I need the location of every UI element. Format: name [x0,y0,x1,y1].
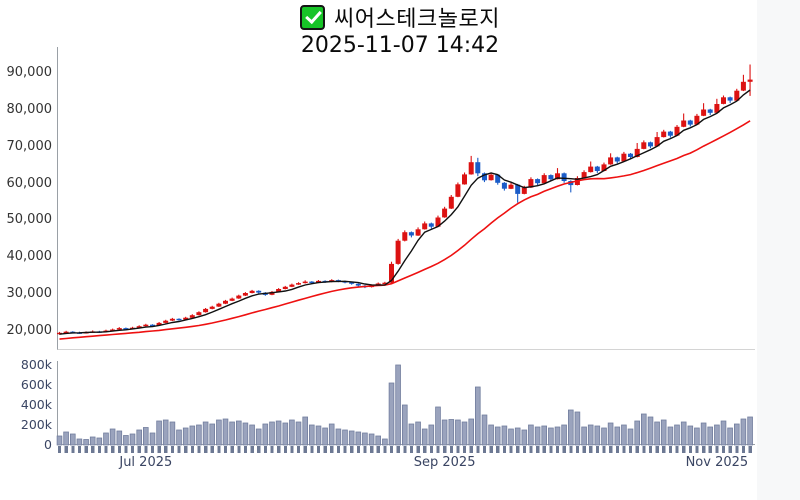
volume-axis-tick-label: 0 [44,437,52,452]
time-axis-tick-label: Jul 2025 [119,455,173,470]
price-axis-tick-label: 20,000 [6,323,53,338]
checked-checkbox-icon [300,4,326,30]
chart-datetime-subtitle: 2025-11-07 14:42 [300,33,500,58]
price-axis-tick-label: 50,000 [6,212,53,228]
volume-axis-tick-label: 400k [20,397,52,412]
volume-axis-tick-label: 800k [20,357,52,372]
price-axis-tick-label: 90,000 [6,65,53,80]
price-axis-tick-label: 30,000 [6,286,53,302]
volume-axis-tick-label: 600k [20,377,52,392]
title-line: 씨어스테크놀로지 [0,2,800,32]
time-axis-tick-band [58,446,755,453]
chart-header: 씨어스테크놀로지 2025-11-07 14:42 [0,2,800,58]
price-axis-tick-label: 60,000 [6,175,53,191]
volume-plot-area [57,361,755,445]
price-axis-tick-label: 80,000 [6,101,53,117]
price-axis-tick-label: 70,000 [6,138,53,154]
time-axis-tick-label: Nov 2025 [685,455,749,470]
time-axis-tick-label: Sep 2025 [413,455,476,470]
candlestick-plot-area [57,47,755,350]
chart-title: 씨어스테크놀로지 [334,7,500,32]
price-axis-tick-label: 40,000 [6,249,53,265]
volume-axis-tick-label: 200k [20,417,52,432]
